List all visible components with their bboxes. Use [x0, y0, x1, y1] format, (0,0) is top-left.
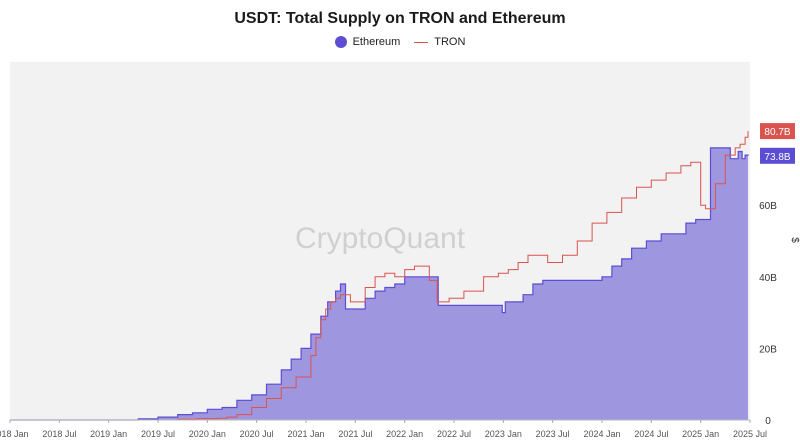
legend-label-tron: TRON: [434, 36, 466, 48]
y-axis-ticks: 0 20B 40B 60B: [759, 201, 777, 427]
x-tick-label: 2022 Jan: [386, 429, 423, 439]
x-tick-label: 2019 Jul: [141, 429, 175, 439]
x-tick-label: 2024 Jul: [634, 429, 668, 439]
tron-last-value-badge-text: 80.7B: [764, 127, 790, 138]
tron-last-value-badge: [760, 123, 795, 140]
ethereum-last-value-badge: [760, 147, 795, 164]
legend-swatch-tron: [414, 41, 429, 43]
y-tick-label: 60B: [759, 201, 777, 212]
legend-swatch-ethereum: [334, 36, 347, 48]
x-axis-ticks: 2018 Jan 2018 Jul 2019 Jan 2019 Jul 2020 Jan…: [0, 420, 767, 439]
legend-label-ethereum: Ethereum: [352, 36, 401, 48]
x-tick-label: 2022 Jul: [437, 429, 471, 439]
series-tron-line: [10, 131, 749, 421]
legend: Ethereum TRON: [0, 36, 800, 48]
last-value-badges: 80.7B 73.8B: [760, 123, 795, 164]
x-tick-label: 2023 Jul: [536, 429, 570, 439]
x-tick-label: 2018 Jan: [0, 429, 29, 439]
x-tick-label: 2024 Jan: [583, 429, 620, 439]
watermark: CryptoQuant: [295, 222, 466, 255]
x-tick-label: 2018 Jul: [42, 429, 76, 439]
legend-item-tron[interactable]: TRON: [414, 36, 465, 48]
x-tick-label: 2019 Jan: [90, 429, 127, 439]
y-axis-label: $: [789, 237, 800, 243]
x-tick-label: 2021 Jan: [287, 429, 324, 439]
y-tick-label: 0: [765, 416, 771, 427]
series-layer: [10, 131, 749, 421]
ethereum-last-value-badge-text: 73.8B: [764, 152, 790, 163]
series-ethereum-area: [10, 147, 748, 420]
y-tick-label: 40B: [759, 273, 777, 284]
x-tick-label: 2020 Jul: [240, 429, 274, 439]
x-tick-label: 2025 Jan: [682, 429, 719, 439]
legend-item-ethereum[interactable]: Ethereum: [334, 36, 401, 48]
x-tick-label: 2021 Jul: [338, 429, 372, 439]
x-tick-label: 2023 Jan: [485, 429, 522, 439]
series-ethereum-line: [10, 147, 749, 421]
x-tick-label: 2020 Jan: [189, 429, 226, 439]
x-tick-label: 2025 Jul: [733, 429, 767, 439]
y-tick-label: 20B: [759, 344, 777, 355]
chart-title: USDT: Total Supply on TRON and Ethereum: [234, 10, 566, 27]
